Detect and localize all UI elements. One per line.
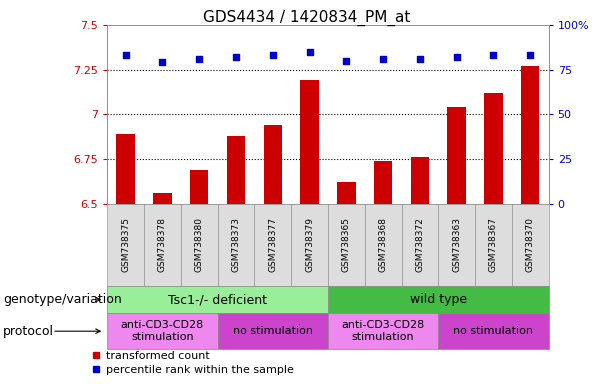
Bar [521, 66, 539, 204]
Text: GSM738365: GSM738365 [342, 217, 351, 272]
Text: GSM738380: GSM738380 [195, 217, 204, 272]
Text: Tsc1-/- deficient: Tsc1-/- deficient [168, 293, 267, 306]
Point [341, 58, 351, 64]
Point [525, 52, 535, 58]
Point [378, 56, 388, 62]
Text: GSM738373: GSM738373 [232, 217, 240, 272]
Text: genotype/variation: genotype/variation [3, 293, 122, 306]
Point [415, 56, 425, 62]
Bar [153, 193, 172, 204]
Point [305, 49, 314, 55]
Point [489, 52, 498, 58]
Text: GSM738378: GSM738378 [158, 217, 167, 272]
Point [194, 56, 204, 62]
Point [452, 54, 462, 60]
Point [158, 60, 167, 66]
Text: protocol: protocol [3, 325, 54, 338]
Bar [411, 157, 429, 204]
Bar [374, 161, 392, 204]
Point [121, 52, 131, 58]
Point [231, 54, 241, 60]
Text: GSM738379: GSM738379 [305, 217, 314, 272]
Bar [337, 182, 356, 204]
Text: GSM738367: GSM738367 [489, 217, 498, 272]
Bar [300, 80, 319, 204]
Text: GSM738370: GSM738370 [526, 217, 535, 272]
Bar [190, 170, 208, 204]
Text: GSM738363: GSM738363 [452, 217, 461, 272]
Text: GDS4434 / 1420834_PM_at: GDS4434 / 1420834_PM_at [203, 10, 410, 26]
Bar [447, 107, 466, 204]
Text: anti-CD3-CD28
stimulation: anti-CD3-CD28 stimulation [121, 320, 204, 342]
Text: no stimulation: no stimulation [454, 326, 533, 336]
Bar [264, 125, 282, 204]
Text: anti-CD3-CD28
stimulation: anti-CD3-CD28 stimulation [341, 320, 425, 342]
Text: GSM738375: GSM738375 [121, 217, 130, 272]
Point [268, 52, 278, 58]
Text: no stimulation: no stimulation [233, 326, 313, 336]
Bar [484, 93, 503, 204]
Text: wild type: wild type [409, 293, 467, 306]
Text: GSM738372: GSM738372 [416, 217, 424, 272]
Legend: transformed count, percentile rank within the sample: transformed count, percentile rank withi… [91, 351, 294, 375]
Bar [227, 136, 245, 204]
Text: GSM738368: GSM738368 [379, 217, 387, 272]
Bar [116, 134, 135, 204]
Text: GSM738377: GSM738377 [268, 217, 277, 272]
